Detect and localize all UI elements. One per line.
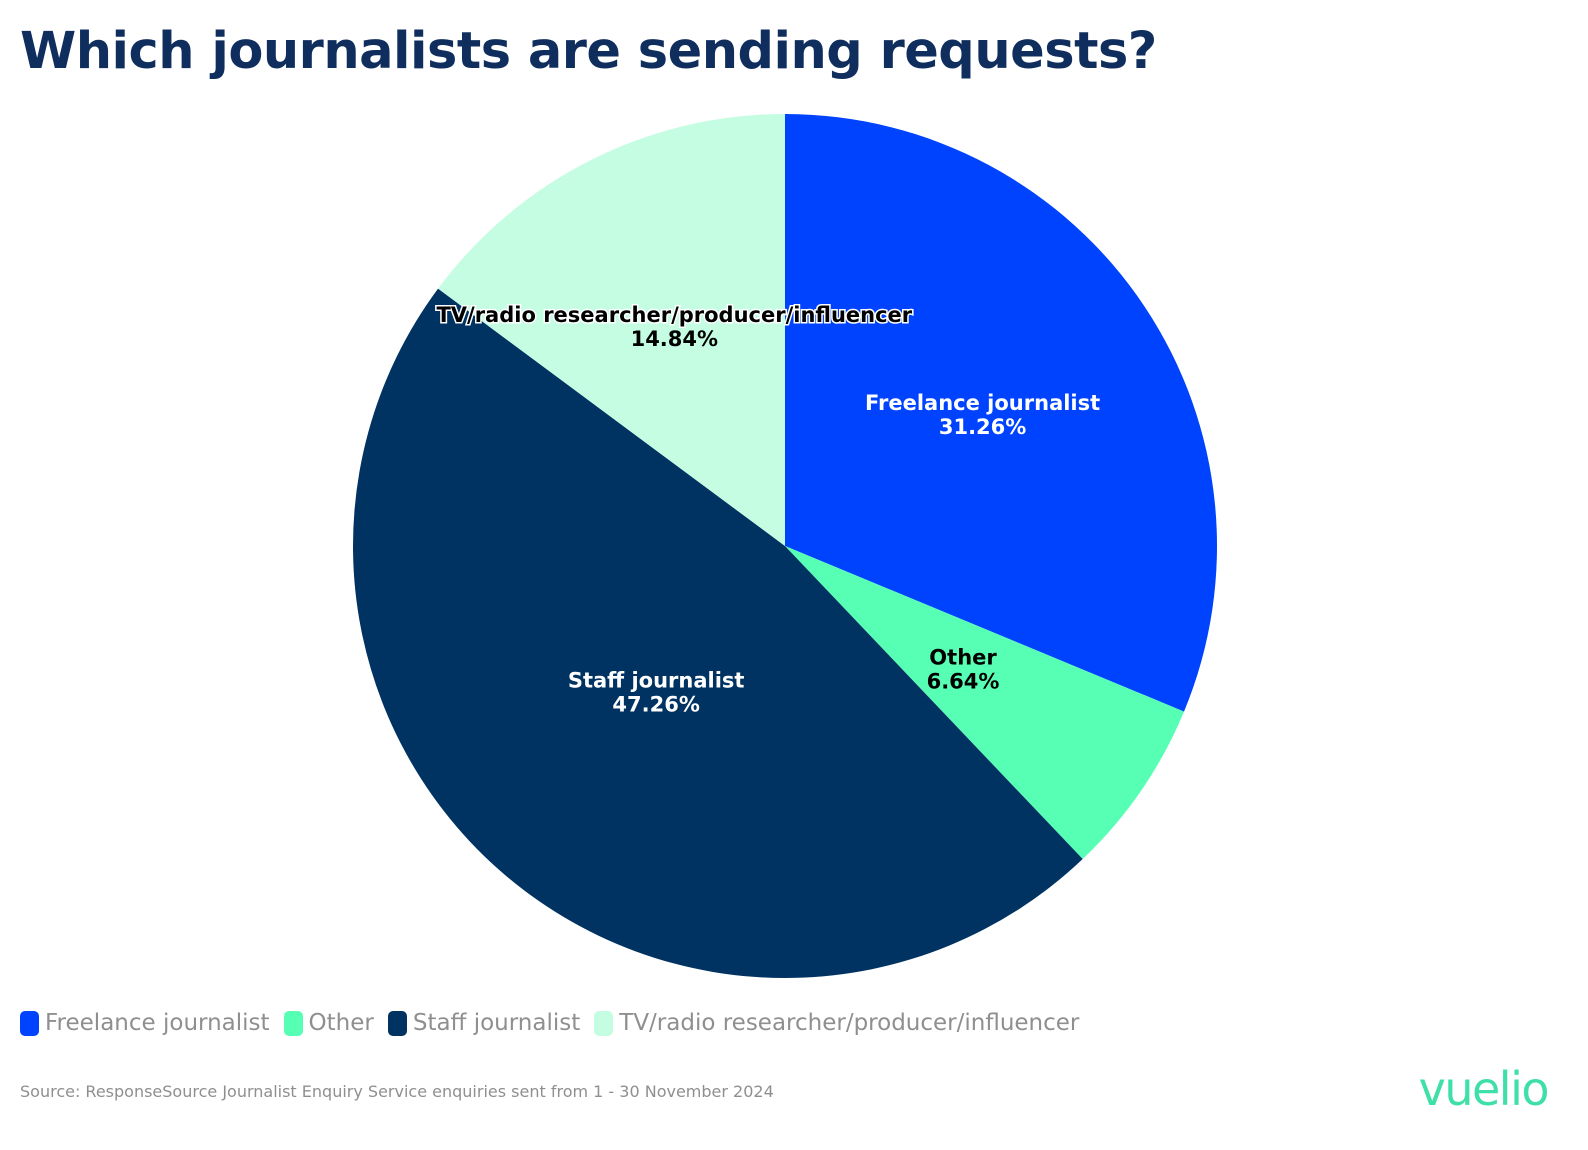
slice-label-freelance: Freelance journalist [865, 391, 1100, 415]
legend-swatch-freelance [20, 1010, 39, 1036]
legend-swatch-staff [387, 1010, 407, 1036]
slice-label-other: Other [929, 645, 997, 669]
legend-label-staff: Staff journalist [412, 1010, 581, 1036]
legend-swatch-other [283, 1010, 303, 1036]
slice-label-staff: Staff journalist [568, 669, 745, 693]
slice-value-tv-radio: 14.84% [631, 327, 718, 351]
legend-label-tv-radio: TV/radio researcher/producer/influencer [619, 1010, 1080, 1036]
slice-value-other: 6.64% [927, 669, 1000, 693]
pie-slice-other[interactable] [785, 546, 1185, 860]
pie-slice-tv-radio[interactable] [438, 114, 785, 546]
slice-label-tv-radio: TV/radio researcher/producer/influencer [436, 303, 912, 327]
pie-slice-freelance[interactable] [785, 114, 1217, 712]
legend-item-staff[interactable]: Staff journalist [387, 1010, 581, 1036]
vuelio-logo: vuelio [1418, 1062, 1550, 1116]
slice-value-freelance: 31.26% [939, 415, 1026, 439]
chart-legend: Freelance journalist Other Staff journal… [20, 1010, 1079, 1036]
legend-label-other: Other [308, 1010, 374, 1036]
legend-item-freelance[interactable]: Freelance journalist [20, 1010, 270, 1036]
source-note: Source: ResponseSource Journalist Enquir… [20, 1082, 774, 1101]
chart-title: Which journalists are sending requests? [20, 22, 1157, 81]
pie-slice-staff[interactable] [352, 288, 1083, 978]
legend-item-tv-radio[interactable]: TV/radio researcher/producer/influencer [594, 1010, 1079, 1036]
slice-value-staff: 47.26% [612, 693, 699, 717]
legend-swatch-tv-radio [594, 1010, 614, 1036]
legend-label-freelance: Freelance journalist [45, 1010, 270, 1036]
legend-item-other[interactable]: Other [283, 1010, 374, 1036]
